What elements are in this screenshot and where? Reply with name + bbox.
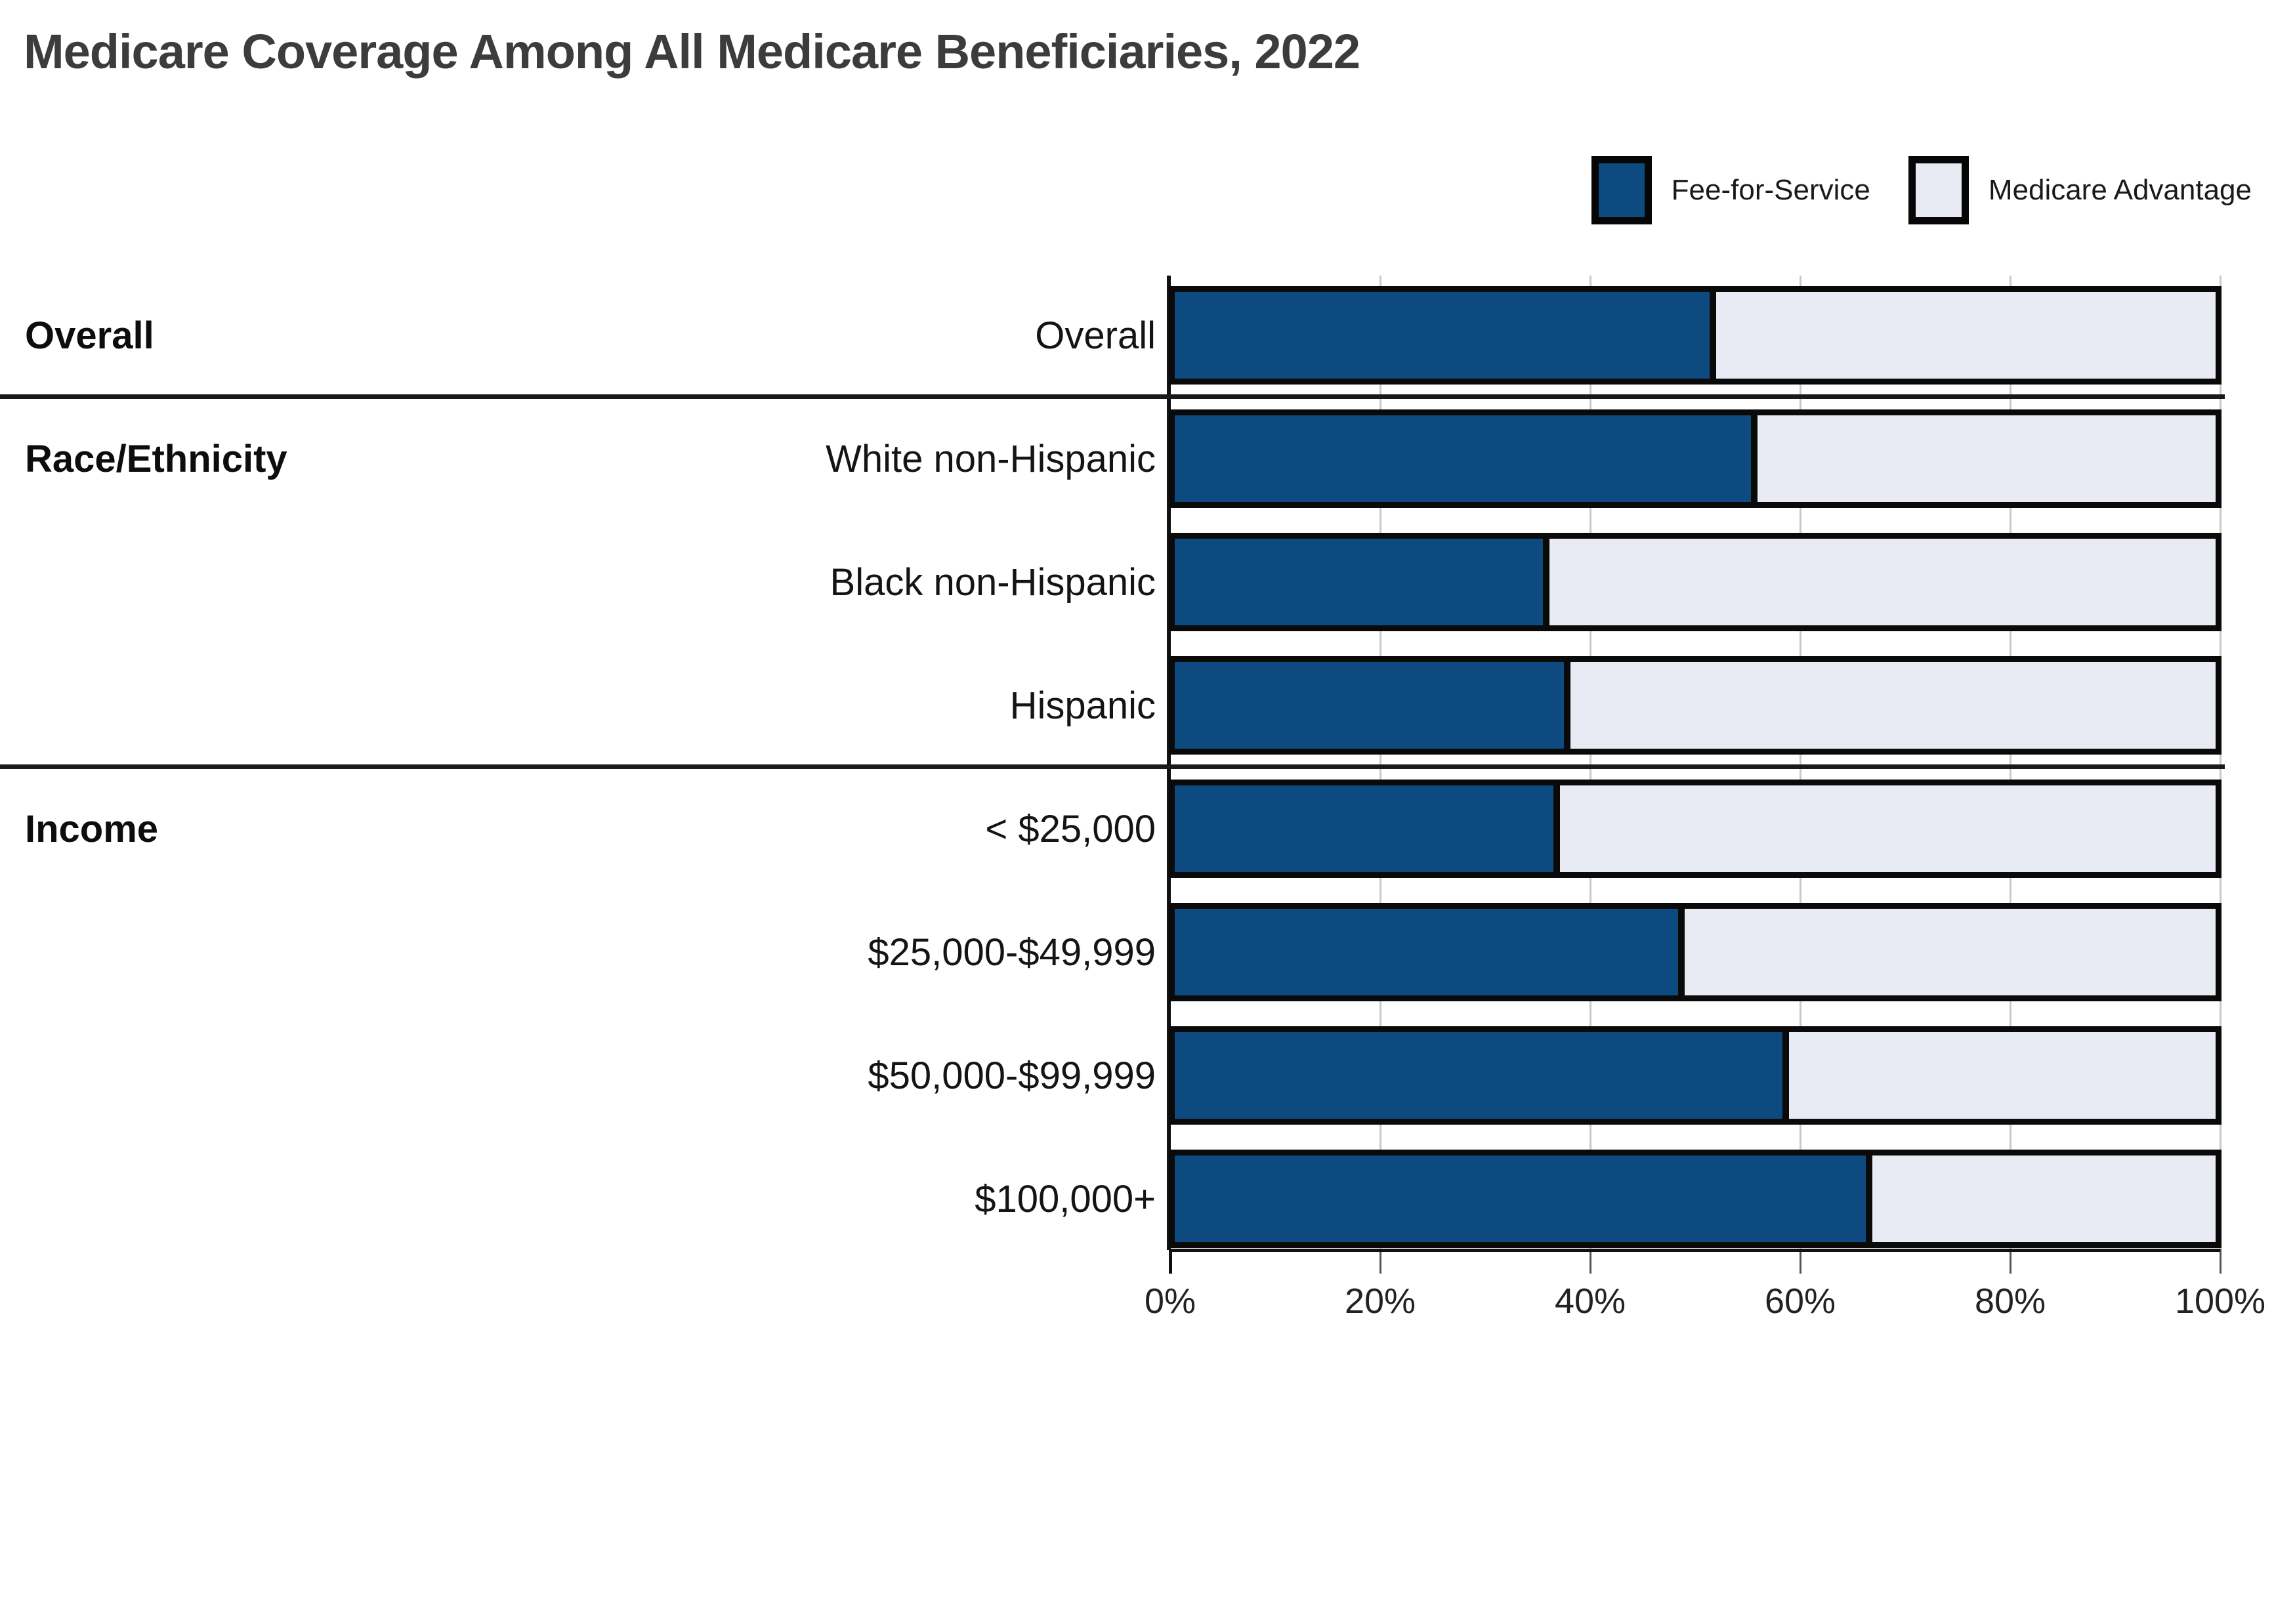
- gridline: [1589, 276, 1591, 1249]
- group-label: Race/Ethnicity: [25, 437, 287, 480]
- chart-title: Medicare Coverage Among All Medicare Ben…: [24, 24, 1360, 79]
- axis-tick-label: 20%: [1344, 1281, 1416, 1321]
- legend-label-medicare-advantage: Medicare Advantage: [1988, 174, 2252, 206]
- legend-item-fee-for-service: Fee-for-Service: [1591, 156, 1870, 224]
- bar-row: [1169, 903, 2221, 1001]
- row-label: $25,000-$49,999: [868, 930, 1156, 974]
- axis-tick-label: 0%: [1144, 1281, 1196, 1321]
- y-axis-line: [1167, 276, 1171, 1250]
- axis-tick: [2009, 1249, 2011, 1274]
- group-separator: [0, 764, 2225, 769]
- bar-segment-fee-for-service: [1175, 539, 1549, 625]
- axis-tick: [1589, 1249, 1591, 1274]
- bar-segment-medicare-advantage: [1758, 415, 2216, 502]
- gridline: [2219, 276, 2221, 1249]
- bar-segment-fee-for-service: [1175, 785, 1560, 872]
- bar-segment-medicare-advantage: [1872, 1156, 2216, 1242]
- row-label: $50,000-$99,999: [868, 1054, 1156, 1097]
- legend: Fee-for-Service Medicare Advantage: [1591, 156, 2252, 224]
- bar-segment-fee-for-service: [1175, 662, 1570, 749]
- group-separator: [0, 394, 2225, 399]
- axis-tick-label: 40%: [1554, 1281, 1626, 1321]
- x-axis-line: [1170, 1249, 2220, 1252]
- axis-tick: [1799, 1249, 1801, 1274]
- bar-segment-fee-for-service: [1175, 1032, 1789, 1119]
- row-label: < $25,000: [985, 807, 1156, 850]
- bar-segment-medicare-advantage: [1716, 292, 2216, 379]
- group-label: Overall: [25, 314, 154, 357]
- row-label: Hispanic: [1009, 684, 1156, 727]
- bar-row: [1169, 1150, 2221, 1248]
- legend-label-fee-for-service: Fee-for-Service: [1671, 174, 1870, 206]
- bar-segment-fee-for-service: [1175, 909, 1685, 995]
- legend-item-medicare-advantage: Medicare Advantage: [1908, 156, 2252, 224]
- bar-segment-fee-for-service: [1175, 415, 1758, 502]
- gridline: [1799, 276, 1801, 1249]
- group-label: Income: [25, 807, 159, 850]
- row-label: Black non-Hispanic: [830, 560, 1156, 604]
- bar-row: [1169, 286, 2221, 385]
- bar-segment-fee-for-service: [1175, 292, 1716, 379]
- bar-segment-medicare-advantage: [1685, 909, 2216, 995]
- gridline: [2009, 276, 2011, 1249]
- bar-row: [1169, 533, 2221, 631]
- legend-swatch-medicare-advantage-icon: [1908, 156, 1969, 224]
- axis-tick-label: 100%: [2174, 1281, 2266, 1321]
- bar-row: [1169, 409, 2221, 508]
- bar-row: [1169, 656, 2221, 755]
- row-label: $100,000+: [975, 1177, 1156, 1220]
- axis-tick: [1379, 1249, 1381, 1274]
- bar-segment-medicare-advantage: [1549, 539, 2216, 625]
- bar-segment-medicare-advantage: [1789, 1032, 2216, 1119]
- row-label: White non-Hispanic: [826, 437, 1156, 480]
- axis-tick: [2219, 1249, 2221, 1274]
- axis-tick-label: 60%: [1764, 1281, 1836, 1321]
- row-label: Overall: [1035, 314, 1156, 357]
- gridline: [1379, 276, 1381, 1249]
- bar-segment-fee-for-service: [1175, 1156, 1872, 1242]
- bar-row: [1169, 1026, 2221, 1125]
- axis-tick: [1168, 1249, 1172, 1274]
- bar-segment-medicare-advantage: [1570, 662, 2216, 749]
- bar-row: [1169, 780, 2221, 878]
- legend-swatch-fee-for-service-icon: [1591, 156, 1652, 224]
- axis-tick-label: 80%: [1974, 1281, 2046, 1321]
- bar-segment-medicare-advantage: [1560, 785, 2216, 872]
